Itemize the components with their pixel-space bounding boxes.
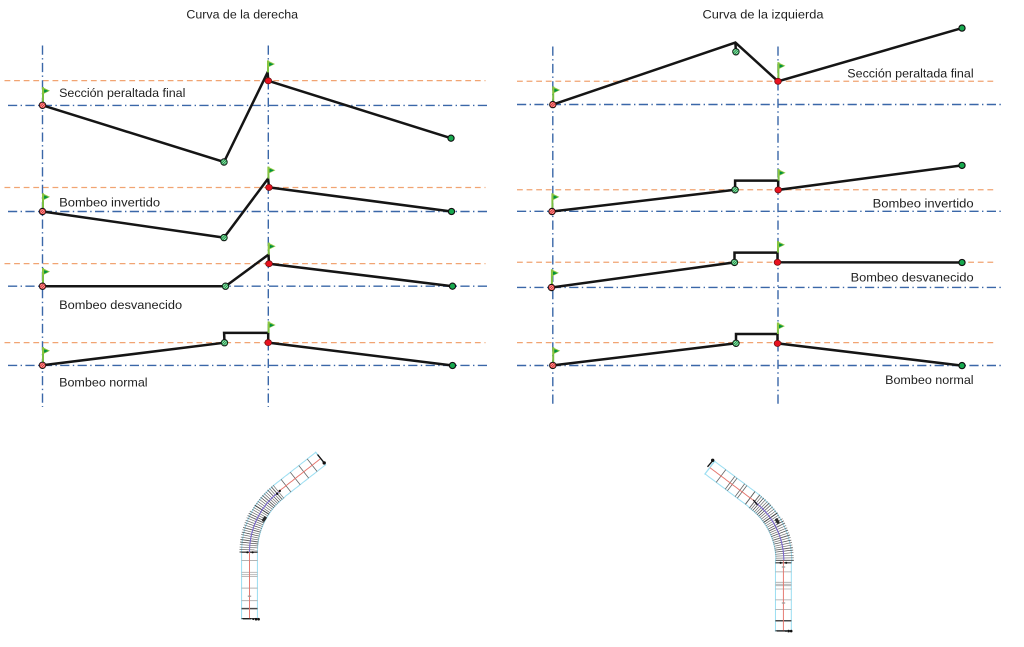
- svg-text:Sección peraltada final: Sección peraltada final: [59, 86, 185, 100]
- svg-text:Bombeo normal: Bombeo normal: [59, 376, 148, 390]
- svg-text:Sección peraltada final: Sección peraltada final: [847, 66, 973, 80]
- svg-text:Bombeo invertido: Bombeo invertido: [59, 196, 160, 210]
- svg-text:Curva de la derecha: Curva de la derecha: [186, 7, 298, 21]
- svg-text:Bombeo desvanecido: Bombeo desvanecido: [851, 271, 974, 285]
- svg-text:Bombeo normal: Bombeo normal: [885, 373, 974, 387]
- svg-text:Bombeo invertido: Bombeo invertido: [873, 197, 974, 211]
- svg-text:Curva de la izquierda: Curva de la izquierda: [703, 7, 824, 21]
- svg-text:Bombeo desvanecido: Bombeo desvanecido: [59, 298, 182, 312]
